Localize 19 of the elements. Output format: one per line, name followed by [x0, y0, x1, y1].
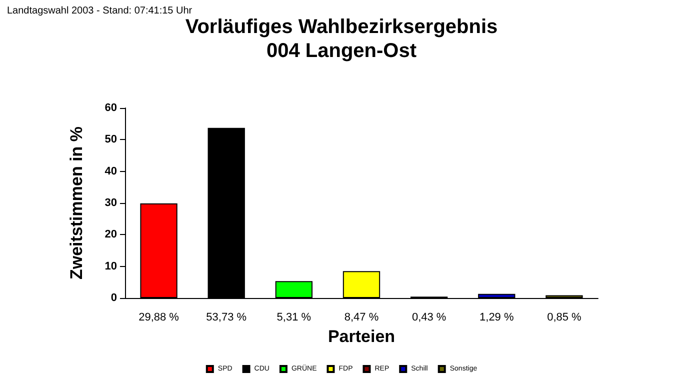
- x-tick-label: 8,47 %: [344, 312, 379, 324]
- y-tick-label: 20: [104, 228, 117, 241]
- chart-subtitle: 004 Langen-Ost: [266, 40, 417, 62]
- x-tick-label: 53,73 %: [206, 312, 247, 324]
- y-tick-label: 50: [104, 134, 117, 146]
- text: Landtagswahl 2003 - Stand: 07:41:15 Uhr: [7, 6, 193, 16]
- x-tick-label: 0,43 %: [412, 312, 446, 324]
- x-tick-label: 1,29 %: [480, 312, 514, 324]
- y-axis-title: Zweitstimmen in %: [67, 126, 86, 280]
- y-tick-label: 30: [104, 197, 117, 209]
- y-tick-label: 10: [104, 260, 117, 272]
- y-tick-label: 40: [104, 165, 117, 178]
- y-tick-label: 60: [104, 102, 117, 114]
- x-axis-title: Parteien: [328, 327, 396, 346]
- x-tick-label: 0,85 %: [547, 312, 582, 324]
- x-tick-label: 5,31 %: [276, 312, 312, 324]
- x-tick-label: 29,88 %: [138, 312, 180, 324]
- y-tick-label: 0: [110, 292, 117, 304]
- chart-title: Vorläufiges Wahlbezirksergebnis: [185, 16, 498, 38]
